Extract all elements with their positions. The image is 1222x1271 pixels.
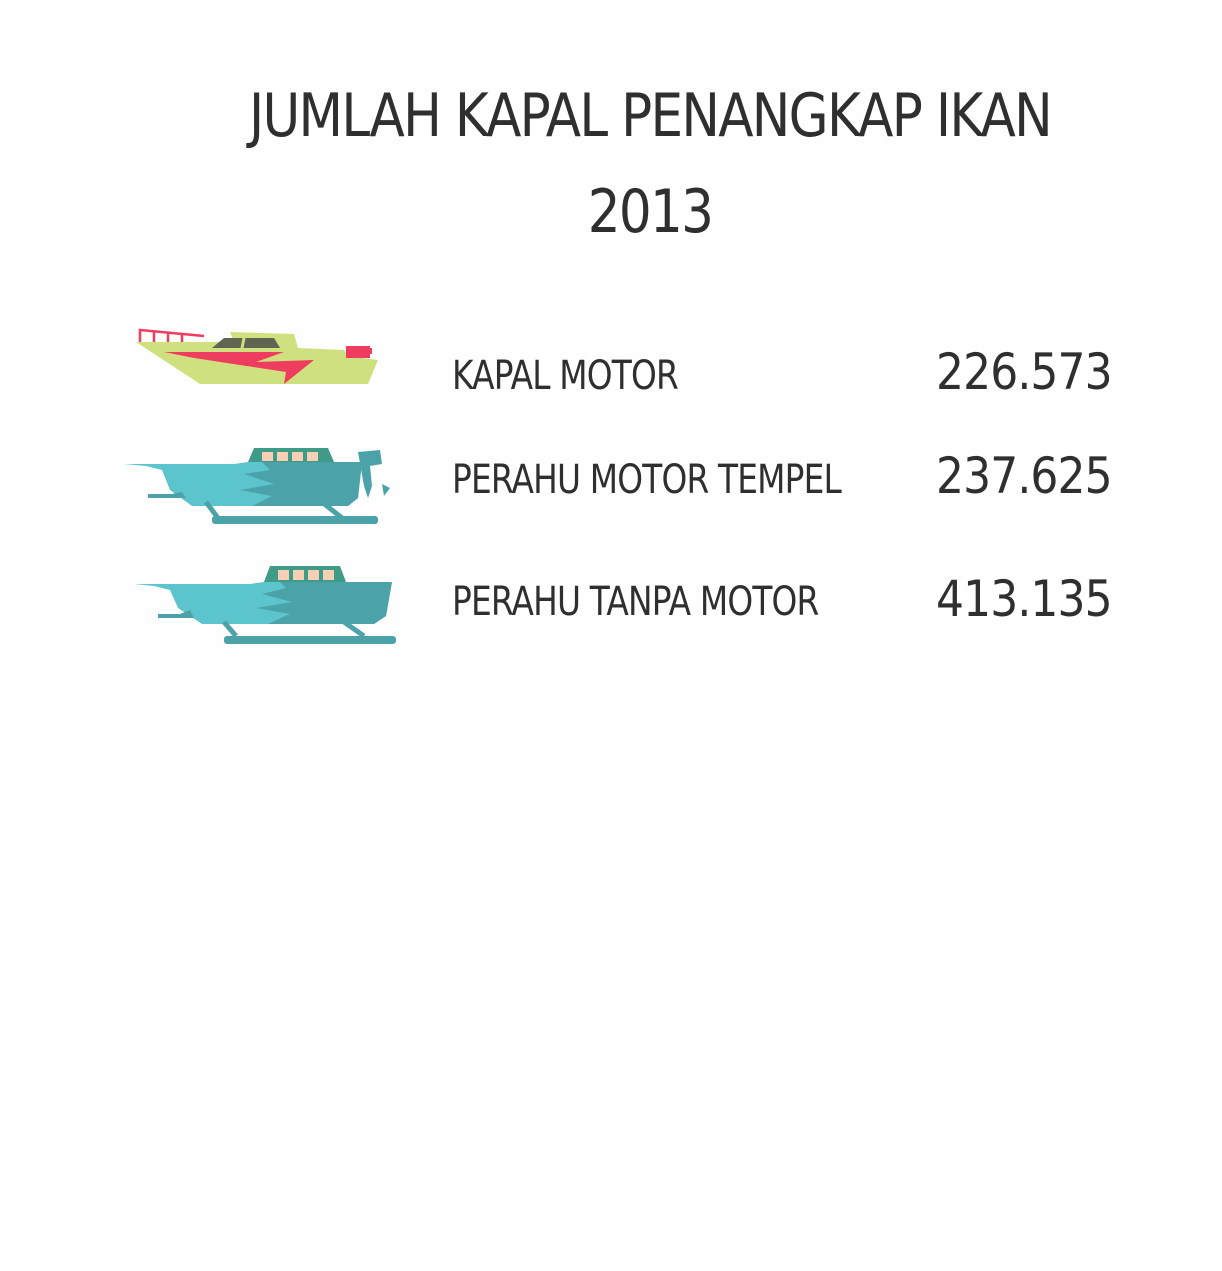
- outboard-outrigger-boat-icon: [124, 448, 390, 524]
- row-value-perahu-motor-tempel: 237.625: [936, 447, 1113, 505]
- outrigger-boat-icon: [134, 566, 396, 644]
- chart-title: JUMLAH KAPAL PENANGKAP IKAN: [248, 81, 1053, 151]
- row-value-kapal-motor: 226.573: [936, 343, 1113, 401]
- row-value-perahu-tanpa-motor: 413.135: [936, 570, 1113, 628]
- speedboat-icon: [136, 328, 378, 384]
- row-label-perahu-tanpa-motor: PERAHU TANPA MOTOR: [452, 579, 819, 625]
- row-label-perahu-motor-tempel: PERAHU MOTOR TEMPEL: [452, 457, 842, 503]
- chart-year: 2013: [587, 177, 714, 247]
- row-label-kapal-motor: KAPAL MOTOR: [452, 353, 679, 399]
